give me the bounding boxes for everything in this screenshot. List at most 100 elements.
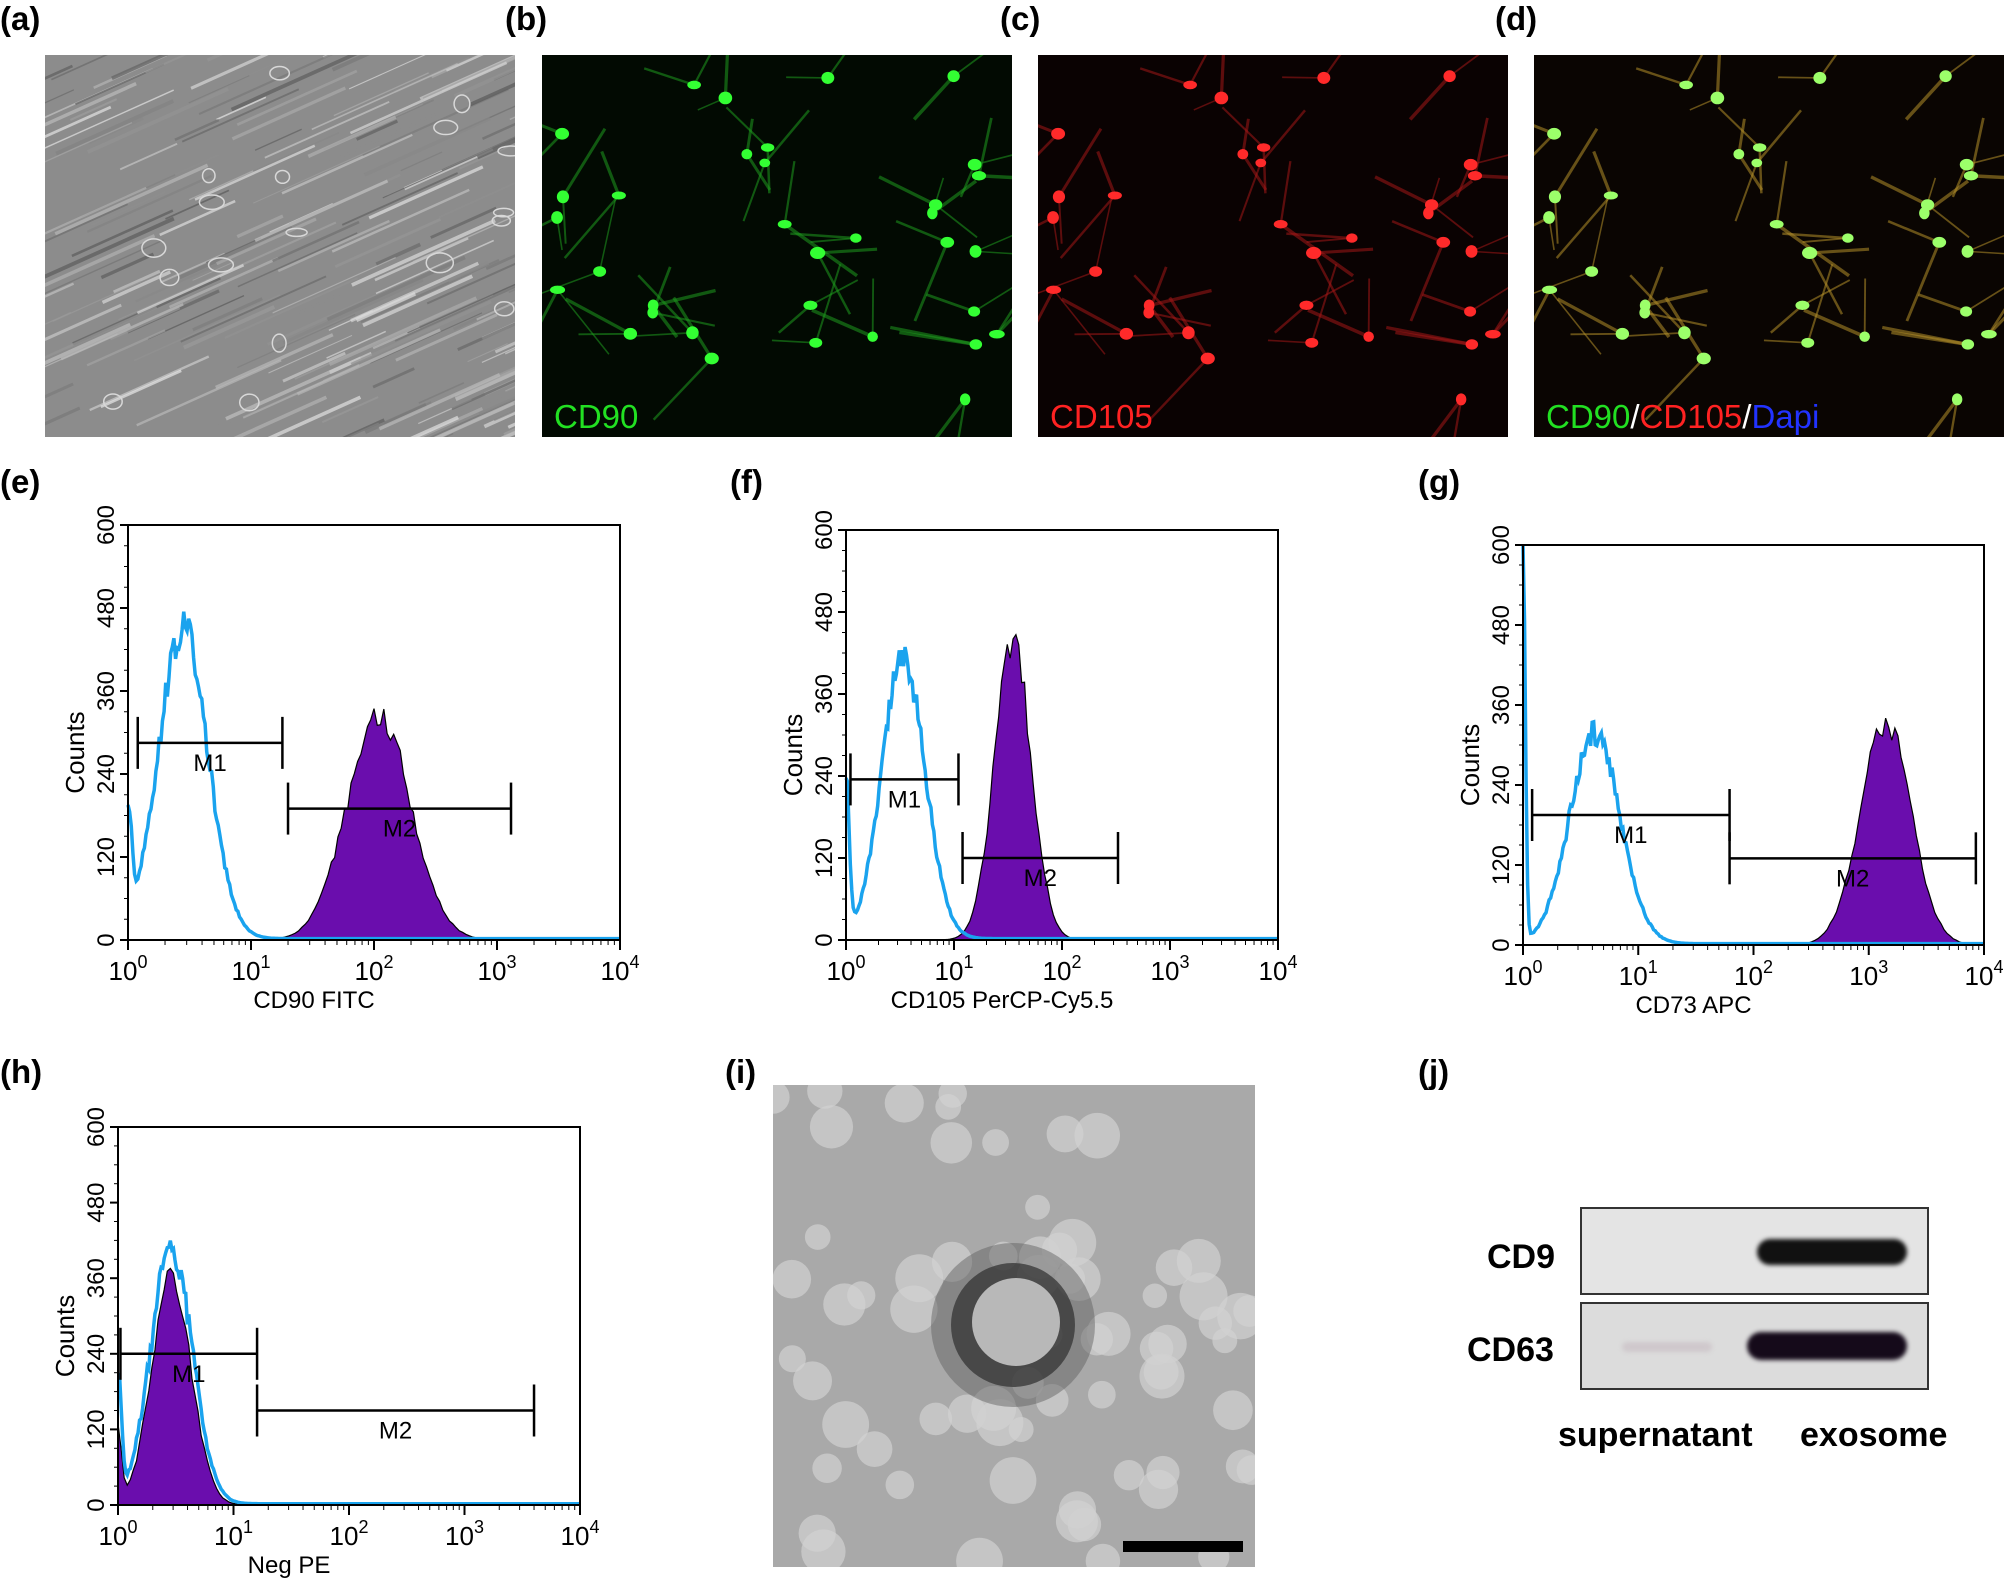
- cell-process: [542, 124, 563, 136]
- cell-process: [1623, 331, 1685, 337]
- cell-streak: [269, 203, 333, 233]
- x-tick-label: 102: [1734, 957, 1773, 991]
- cell-process: [1391, 220, 1444, 244]
- cell-streak: [483, 55, 487, 57]
- cell-streak: [100, 369, 182, 409]
- background-vesicle: [793, 1361, 833, 1401]
- cell-streak: [368, 165, 484, 220]
- gate-marker-label: M2: [1836, 865, 1869, 892]
- x-axis-label: CD90 FITC: [253, 987, 374, 1014]
- cell-process: [1038, 124, 1059, 136]
- cell-streak: [119, 142, 178, 171]
- histogram-cd73: 0 120 240 360 480 600 Counts 100 101 102 103 104 CD7…: [1443, 510, 2004, 1030]
- cell-streak: [180, 275, 327, 343]
- cell-process: [1917, 293, 1967, 313]
- cell-streak: [364, 403, 427, 434]
- cell-streak: [447, 260, 490, 283]
- cell-streak: [311, 62, 459, 131]
- cell-streak: [450, 105, 515, 136]
- x-tick-label: 102: [1043, 952, 1082, 986]
- cell-process: [1219, 55, 1225, 99]
- background-vesicle: [812, 1453, 842, 1484]
- cell-streak: [331, 55, 370, 72]
- cell-process: [1887, 220, 1940, 244]
- cell-nucleus: [927, 206, 938, 220]
- background-vesicle: [976, 1399, 1024, 1447]
- cell-nucleus: [1299, 300, 1314, 311]
- cell-process: [1809, 247, 1870, 255]
- cell-streak: [326, 330, 387, 359]
- cell-streak: [133, 294, 281, 362]
- cell-process: [1644, 357, 1705, 421]
- cell-process: [1590, 196, 1609, 272]
- cell-process: [1374, 175, 1433, 207]
- cell-streak: [375, 239, 495, 295]
- gate-marker-label: M2: [379, 1418, 412, 1445]
- background-vesicle: [1142, 1283, 1168, 1308]
- cell-process: [995, 316, 1012, 336]
- x-tick-label: 102: [330, 1517, 369, 1551]
- cell-streak: [45, 303, 122, 342]
- x-tick-label: 104: [1965, 957, 2004, 991]
- histogram-cd73-svg: 0 120 240 360 480 600 Counts 100 101 102 103 104 CD7…: [1455, 525, 2004, 1019]
- background-vesicle: [778, 1345, 806, 1373]
- cell-nucleus: [1733, 148, 1745, 160]
- cell-nucleus: [1542, 285, 1558, 295]
- gate-marker-label: M1: [1614, 822, 1647, 849]
- cell-nucleus: [593, 266, 607, 277]
- y-tick-label: 240: [93, 754, 120, 794]
- cell-process: [1310, 263, 1338, 344]
- cell-nucleus: [1859, 331, 1870, 342]
- cell-streak: [136, 359, 282, 427]
- cell-streak: [90, 191, 166, 227]
- background-vesicle: [773, 1085, 790, 1114]
- cell-streak: [372, 367, 415, 389]
- panel-label-d: (d): [1495, 0, 1538, 37]
- cell-streak: [254, 128, 302, 151]
- cell-streak: [374, 236, 469, 282]
- y-tick-label: 0: [93, 933, 120, 946]
- cell-nucleus: [1089, 266, 1103, 277]
- cell-process: [1905, 241, 1941, 322]
- cell-process: [1881, 325, 1969, 347]
- y-tick-label: 360: [93, 671, 120, 711]
- cell-streak: [277, 219, 390, 273]
- cell-body: [497, 145, 515, 157]
- cell-process: [652, 357, 713, 421]
- cell-streak: [45, 186, 147, 235]
- cell-process: [1555, 194, 1612, 259]
- cell-streak: [101, 270, 171, 304]
- histogram-neg-pe: 0 120 240 360 480 600 Counts 100 101 102 103 104 Neg…: [40, 1105, 600, 1590]
- gate-marker-label: M2: [1024, 865, 1057, 892]
- cell-streak: [45, 55, 97, 58]
- cell-process: [1534, 270, 1592, 294]
- cell-body: [274, 169, 291, 185]
- x-tick-label: 100: [109, 952, 148, 986]
- cell-nucleus: [1485, 329, 1501, 339]
- y-tick-label: 0: [83, 1498, 110, 1511]
- cell-nucleus: [1436, 236, 1451, 248]
- background-vesicle: [895, 1254, 944, 1303]
- merged-stain-sep-2: /: [1742, 398, 1752, 435]
- cell-streak: [71, 209, 174, 258]
- merged-stain-label: CD90/CD105/Dapi: [1546, 400, 1819, 433]
- cell-streak: [69, 98, 118, 121]
- cell-nucleus: [551, 211, 563, 224]
- cell-nucleus: [1801, 337, 1815, 348]
- cell-nucleus: [1842, 233, 1854, 243]
- cell-nucleus: [1639, 306, 1651, 319]
- cell-process: [1967, 234, 2004, 253]
- cell-body: [207, 257, 235, 273]
- cd90-stain-label: CD90: [554, 398, 639, 435]
- cell-process: [1778, 76, 1820, 79]
- x-tick-label: 103: [1849, 957, 1888, 991]
- cell-nucleus: [1751, 158, 1763, 168]
- cell-streak: [215, 217, 317, 266]
- blot-lane-exosome: exosome: [1800, 1416, 1948, 1454]
- cell-nucleus: [1273, 220, 1288, 229]
- histogram-neg-pe-svg: 0 120 240 360 480 600 Counts 100 101 102 103 104 Neg…: [50, 1107, 599, 1579]
- cell-process: [1818, 55, 1838, 79]
- cell-process: [978, 174, 1012, 180]
- cell-nucleus: [1214, 91, 1229, 105]
- cell-process: [637, 274, 694, 334]
